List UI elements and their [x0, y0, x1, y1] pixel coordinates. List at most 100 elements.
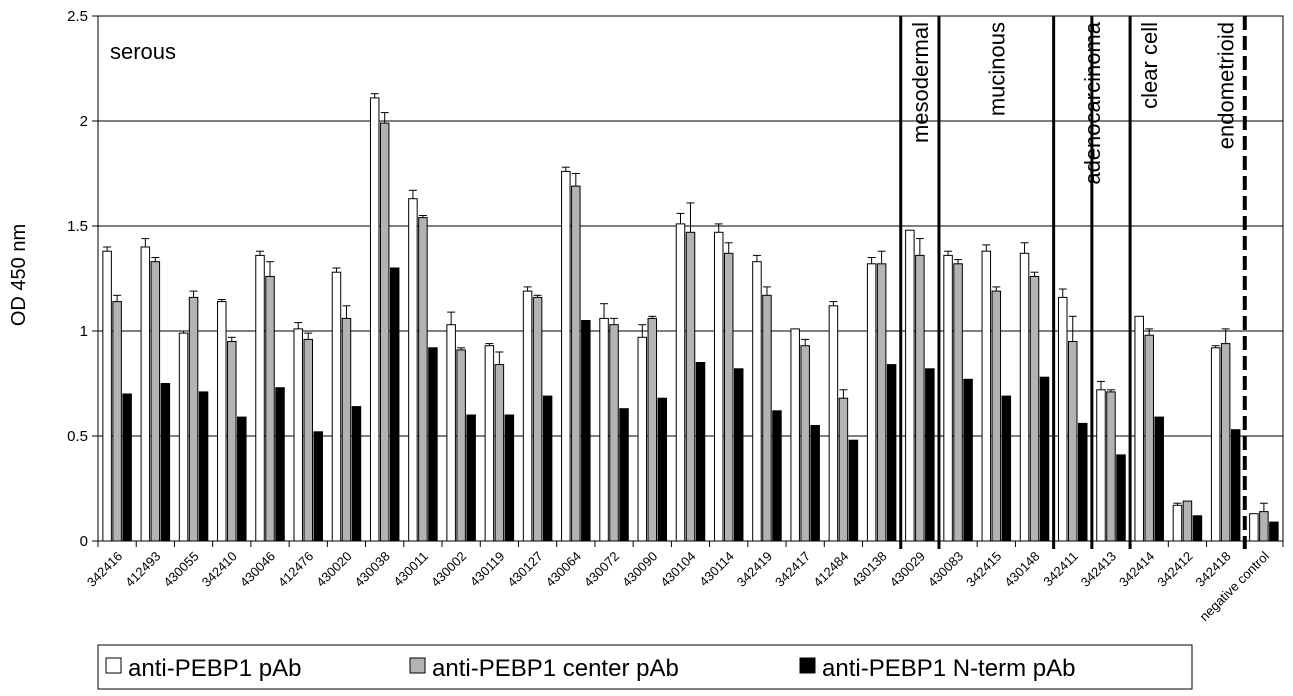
category-label: 430090: [619, 549, 660, 590]
bar-2: [188, 296, 199, 542]
bar-3: [351, 406, 362, 542]
bar-2: [571, 185, 581, 542]
bar-2: [876, 263, 887, 542]
bar-3: [925, 368, 935, 542]
bar-3: [886, 364, 897, 542]
category-label: 430038: [352, 549, 393, 590]
bar-1: [637, 336, 648, 542]
bar-2: [227, 341, 237, 542]
bar-2: [647, 317, 658, 542]
bar-2: [303, 338, 313, 542]
y-tick-label: 0.5: [67, 428, 88, 445]
category-label: 342415: [963, 549, 1004, 590]
category-label: 342417: [772, 549, 813, 590]
separator-layer: [899, 16, 1247, 549]
bar-1: [1019, 252, 1030, 542]
axis-layer: 0 0.5 1 1.5 2 2.5: [67, 8, 1284, 550]
group-label: serous: [110, 39, 176, 64]
category-label: 430020: [313, 549, 354, 590]
category-label: 342414: [1116, 549, 1157, 590]
bar-2: [494, 364, 505, 542]
category-label: 342416: [84, 549, 125, 590]
category-label: negative control: [1197, 548, 1273, 624]
bar-1: [866, 263, 877, 542]
bar-3: [1192, 515, 1203, 542]
bar-2: [379, 122, 390, 542]
bar-3: [619, 408, 629, 542]
legend: anti-PEBP1 pAb anti-PEBP1 center pAb anti-…: [97, 644, 1193, 690]
bar-2: [1106, 391, 1116, 542]
bar-2: [456, 349, 466, 542]
bar-1: [981, 250, 992, 542]
bar-3: [1154, 416, 1164, 542]
bar-2: [991, 290, 1002, 542]
group-label: clear cell: [1137, 22, 1162, 109]
bar-1: [446, 324, 456, 542]
category-label: 342413: [1078, 549, 1119, 590]
category-label: 430138: [848, 549, 889, 590]
bar-2: [112, 301, 122, 542]
bar-2: [915, 254, 925, 542]
category-label: 412476: [275, 549, 316, 590]
bar-2: [1068, 341, 1078, 542]
bar-3: [313, 431, 323, 542]
bar-3: [1230, 429, 1241, 542]
bar-1: [369, 97, 380, 542]
bar-1: [1172, 504, 1183, 542]
bar-1: [255, 254, 265, 542]
bar-2: [800, 345, 810, 542]
bar-1: [599, 317, 609, 542]
legend-swatch: [105, 657, 122, 674]
category-label: 430083: [925, 549, 966, 590]
bar-3: [542, 395, 553, 542]
bar-2: [1259, 511, 1269, 542]
bar-3: [657, 397, 668, 542]
bar-1: [1058, 296, 1068, 542]
bars-layer: [102, 93, 1279, 542]
bar-1: [140, 246, 151, 542]
bar-3: [466, 414, 476, 542]
y-tick-label: 1.5: [67, 218, 88, 235]
bar-3: [389, 267, 400, 542]
bar-1: [561, 170, 571, 542]
bar-1: [752, 261, 762, 542]
bar-3: [733, 368, 744, 542]
bar-3: [275, 387, 285, 542]
legend-label: anti-PEBP1 N-term pAb: [822, 655, 1075, 682]
bar-2: [762, 294, 772, 542]
y-tick-label: 2: [80, 113, 88, 130]
bar-2: [609, 324, 619, 542]
legend-label: anti-PEBP1 center pAb: [432, 655, 679, 682]
bar-2: [150, 261, 161, 542]
bar-2: [341, 317, 352, 542]
bar-2: [532, 296, 543, 542]
bar-3: [1116, 454, 1126, 542]
group-label: adenocarcinoma: [1080, 21, 1105, 184]
bar-1: [217, 301, 227, 542]
bar-1: [178, 332, 189, 542]
group-label: endometrioid: [1214, 22, 1239, 149]
category-label: 342419: [734, 549, 775, 590]
category-label: 430072: [581, 549, 622, 590]
bar-3: [810, 425, 820, 542]
legend-box: [97, 644, 1193, 690]
y-tick-label: 1: [80, 323, 88, 340]
bar-2: [1144, 334, 1154, 542]
category-label: 430002: [428, 549, 469, 590]
bar-2: [1029, 275, 1040, 542]
bar-2: [723, 252, 734, 542]
bar-3: [581, 320, 591, 542]
group-label: mucinous: [984, 22, 1009, 116]
bar-3: [237, 416, 247, 542]
category-label: 430114: [696, 549, 737, 590]
bar-3: [1269, 521, 1279, 542]
bar-1: [331, 271, 342, 542]
category-label: 412493: [122, 549, 163, 590]
bar-3: [428, 347, 438, 542]
bar-2: [685, 231, 696, 542]
legend-label: anti-PEBP1 pAb: [128, 655, 301, 682]
bar-3: [772, 410, 782, 542]
category-label: 430055: [160, 549, 201, 590]
bar-3: [504, 414, 515, 542]
